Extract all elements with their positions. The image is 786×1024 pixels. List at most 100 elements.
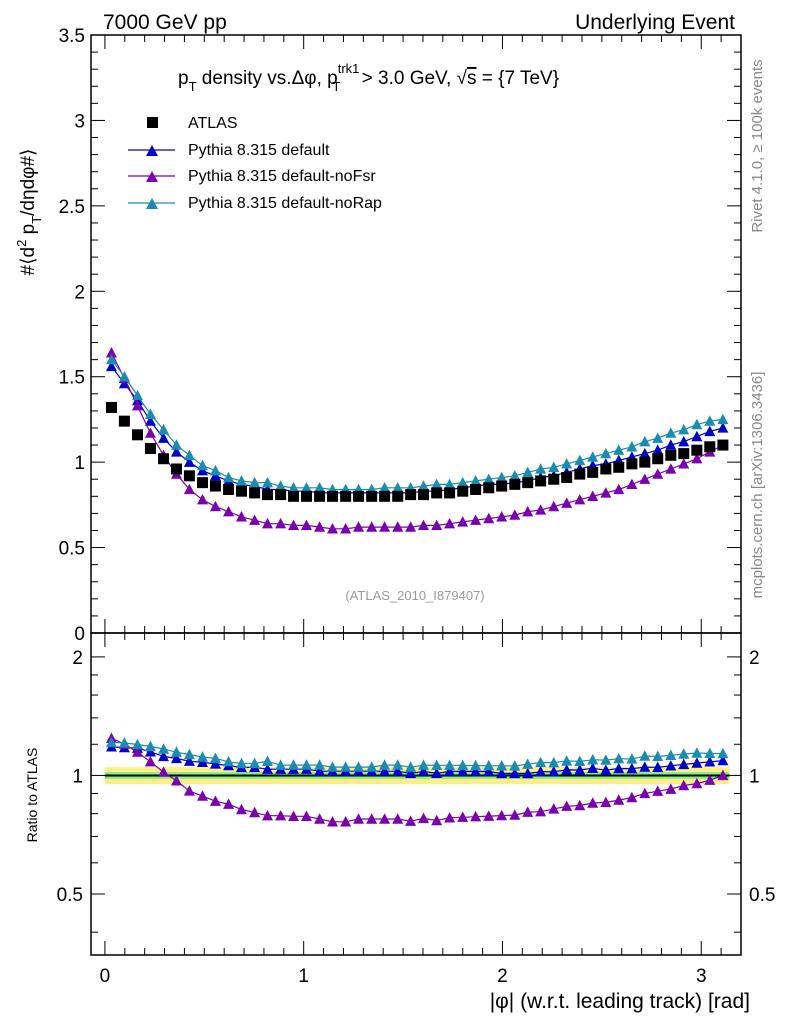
point-atlas xyxy=(587,466,599,478)
point-nofsr xyxy=(209,500,221,512)
ratio-y-tick-label-right: 2 xyxy=(749,648,760,669)
ratio-point-norap xyxy=(249,757,261,769)
point-nofsr xyxy=(392,521,404,532)
point-norap xyxy=(522,466,534,478)
ratio-point-norap xyxy=(678,748,690,759)
point-atlas xyxy=(717,439,729,451)
ratio-point-default xyxy=(548,765,560,777)
point-nofsr xyxy=(249,514,261,525)
point-nofsr xyxy=(535,504,547,515)
point-atlas xyxy=(144,442,156,454)
ratio-point-nofsr xyxy=(275,809,287,821)
ratio-point-default xyxy=(209,758,221,769)
point-nofsr xyxy=(509,509,521,520)
point-norap xyxy=(209,464,221,476)
point-nofsr xyxy=(691,452,703,464)
point-nofsr xyxy=(327,523,339,534)
point-atlas xyxy=(639,456,651,468)
point-atlas xyxy=(249,487,261,499)
ratio-point-norap xyxy=(327,761,339,772)
point-nofsr xyxy=(444,517,456,529)
ratio-point-default xyxy=(561,764,573,775)
main-x-ticks xyxy=(104,35,722,633)
ratio-point-norap xyxy=(118,737,130,748)
ratio-x-axis: 0 1 2 3 xyxy=(100,633,722,987)
point-norap xyxy=(197,459,209,471)
point-atlas xyxy=(223,483,235,495)
point-default xyxy=(665,439,677,450)
y-tick-label: 3 xyxy=(74,111,85,132)
ratio-point-default xyxy=(392,765,404,776)
ratio-point-nofsr xyxy=(496,809,508,821)
point-norap xyxy=(300,481,312,493)
title-middle: density vs.Δφ, p xyxy=(197,68,338,89)
point-norap xyxy=(639,435,651,447)
ratio-point-norap xyxy=(262,755,274,766)
point-atlas xyxy=(470,483,482,495)
point-atlas xyxy=(275,489,287,501)
ratio-point-default xyxy=(470,765,482,777)
point-norap xyxy=(431,478,443,490)
point-atlas xyxy=(235,485,247,497)
point-atlas xyxy=(209,480,221,492)
ratio-point-norap xyxy=(288,759,300,770)
ratio-point-norap xyxy=(183,748,195,760)
ratio-point-norap xyxy=(392,759,404,770)
point-nofsr xyxy=(587,490,599,501)
ratio-point-default xyxy=(183,755,195,766)
ratio-point-nofsr xyxy=(483,810,495,821)
title-after: > 3.0 GeV, xyxy=(356,68,456,89)
point-norap xyxy=(587,451,599,462)
ratio-point-nofsr xyxy=(392,813,404,824)
point-norap xyxy=(678,423,690,435)
ratio-point-nofsr xyxy=(170,775,182,786)
y-tick-label: 1 xyxy=(74,453,85,474)
point-nofsr xyxy=(431,519,443,531)
ratio-plot-panel: 0.5 0.5 1 1 2 2 0 1 2 3 xyxy=(57,632,775,987)
ratio-point-nofsr xyxy=(197,790,209,801)
point-norap xyxy=(158,423,170,435)
chart-title: pT density vs.Δφ, ptrk1 T > 3.0 GeV, √s =… xyxy=(178,61,559,94)
ratio-point-norap xyxy=(587,754,599,765)
point-nofsr xyxy=(574,493,586,505)
ratio-point-norap xyxy=(704,747,716,759)
ylabel-prefix: #⟨d xyxy=(18,247,39,276)
ratio-point-norap xyxy=(275,759,287,770)
ratio-point-norap xyxy=(132,738,144,750)
legend-label-default: Pythia 8.315 default xyxy=(188,142,330,159)
ratio-point-default xyxy=(496,767,508,779)
ratio-point-default xyxy=(170,752,182,764)
point-nofsr xyxy=(470,514,482,525)
header-left: 7000 GeV pp xyxy=(103,11,227,34)
point-norap xyxy=(535,463,547,474)
ratio-point-default xyxy=(444,765,456,777)
ratio-y-tick-label-right: 0.5 xyxy=(749,885,775,906)
ratio-point-norap xyxy=(639,750,651,761)
point-norap xyxy=(444,478,456,490)
point-norap xyxy=(392,481,404,493)
y-tick-label: 2 xyxy=(74,282,85,303)
ratio-point-norap xyxy=(209,752,221,764)
point-atlas xyxy=(118,415,130,427)
title-p: p xyxy=(178,68,189,89)
ratio-point-norap xyxy=(717,747,729,759)
point-norap xyxy=(548,461,560,472)
ratio-point-default xyxy=(626,762,638,774)
ratio-point-nofsr xyxy=(158,766,170,777)
point-norap xyxy=(665,427,677,438)
point-norap xyxy=(314,481,326,493)
ratio-point-norap xyxy=(170,746,182,757)
ratio-point-nofsr xyxy=(209,795,221,806)
ratio-point-norap xyxy=(652,750,664,762)
y-tick-label: 2.5 xyxy=(59,197,85,218)
ratio-point-norap xyxy=(158,743,170,754)
ratio-point-nofsr xyxy=(600,796,612,808)
point-default xyxy=(105,360,117,372)
ratio-point-nofsr xyxy=(652,785,664,796)
ratio-point-norap xyxy=(223,755,235,767)
point-nofsr xyxy=(144,427,156,438)
point-atlas xyxy=(613,461,625,473)
point-norap xyxy=(652,432,664,443)
ratio-point-nofsr xyxy=(340,816,352,827)
